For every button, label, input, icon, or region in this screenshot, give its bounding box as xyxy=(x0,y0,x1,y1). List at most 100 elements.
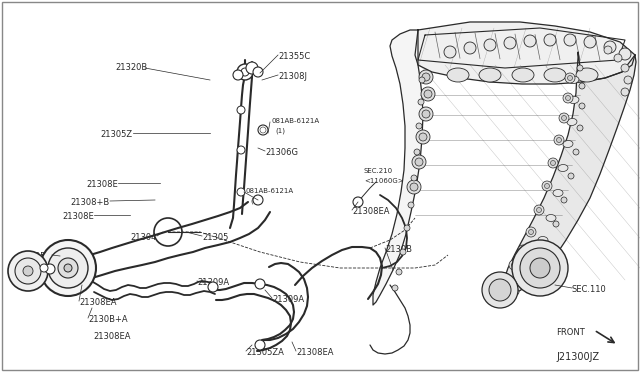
Circle shape xyxy=(404,225,410,231)
Circle shape xyxy=(40,264,48,272)
Text: 21308EA: 21308EA xyxy=(296,348,333,357)
Circle shape xyxy=(258,125,268,135)
Text: 21320B: 21320B xyxy=(116,63,148,72)
Circle shape xyxy=(561,197,567,203)
Circle shape xyxy=(415,158,423,166)
Circle shape xyxy=(464,42,476,54)
Circle shape xyxy=(553,221,559,227)
Text: 081AB-6121A: 081AB-6121A xyxy=(271,118,319,124)
Circle shape xyxy=(561,115,566,121)
Text: 21305D: 21305D xyxy=(19,252,52,261)
Circle shape xyxy=(48,248,88,288)
Circle shape xyxy=(40,240,96,296)
Text: J21300JZ: J21300JZ xyxy=(556,352,599,362)
Circle shape xyxy=(64,264,72,272)
Circle shape xyxy=(400,249,406,255)
Text: 21308+B: 21308+B xyxy=(71,198,110,207)
Text: 21308EA: 21308EA xyxy=(352,207,390,216)
Circle shape xyxy=(604,46,612,54)
Circle shape xyxy=(412,155,426,169)
Circle shape xyxy=(621,64,629,72)
Circle shape xyxy=(419,70,433,84)
Circle shape xyxy=(424,90,432,98)
Circle shape xyxy=(392,285,398,291)
Text: (1): (1) xyxy=(275,128,285,135)
Circle shape xyxy=(237,146,245,154)
Polygon shape xyxy=(504,52,636,295)
Ellipse shape xyxy=(558,164,568,171)
Text: SEC.110: SEC.110 xyxy=(572,285,607,294)
Circle shape xyxy=(444,46,456,58)
Circle shape xyxy=(545,183,550,189)
Text: R: R xyxy=(261,128,265,132)
Text: 21305Z: 21305Z xyxy=(101,130,133,139)
Circle shape xyxy=(557,138,561,142)
Circle shape xyxy=(573,149,579,155)
Circle shape xyxy=(565,73,575,83)
Circle shape xyxy=(419,107,433,121)
Circle shape xyxy=(58,258,78,278)
Circle shape xyxy=(554,135,564,145)
Circle shape xyxy=(489,279,511,301)
Circle shape xyxy=(568,173,574,179)
Circle shape xyxy=(407,180,421,194)
Ellipse shape xyxy=(569,76,579,84)
Circle shape xyxy=(237,188,245,196)
Circle shape xyxy=(568,76,573,80)
Text: SEC.210: SEC.210 xyxy=(364,168,393,174)
Circle shape xyxy=(518,245,528,255)
Circle shape xyxy=(520,248,560,288)
Ellipse shape xyxy=(512,68,534,82)
Text: 21308J: 21308J xyxy=(278,72,307,81)
Circle shape xyxy=(619,48,631,60)
Text: 21304: 21304 xyxy=(131,233,157,242)
Polygon shape xyxy=(373,30,423,305)
Circle shape xyxy=(237,106,245,114)
Circle shape xyxy=(621,88,629,96)
Circle shape xyxy=(577,65,583,71)
Circle shape xyxy=(536,208,541,212)
Circle shape xyxy=(579,83,585,89)
Ellipse shape xyxy=(508,286,518,294)
Text: 21308E: 21308E xyxy=(86,180,118,189)
Circle shape xyxy=(233,70,243,80)
Text: (1): (1) xyxy=(250,197,260,203)
Circle shape xyxy=(577,125,583,131)
Circle shape xyxy=(502,276,508,280)
Ellipse shape xyxy=(546,215,556,221)
Circle shape xyxy=(624,76,632,84)
Circle shape xyxy=(253,195,263,205)
Circle shape xyxy=(535,262,541,268)
Text: <11060G>: <11060G> xyxy=(364,178,404,184)
Text: 21305: 21305 xyxy=(202,233,228,242)
Circle shape xyxy=(353,197,363,207)
Circle shape xyxy=(418,99,424,105)
Text: (15208): (15208) xyxy=(14,276,42,282)
Text: 21306G: 21306G xyxy=(265,148,298,157)
Polygon shape xyxy=(415,22,635,84)
Text: SEC.150: SEC.150 xyxy=(14,266,43,272)
Circle shape xyxy=(530,258,550,278)
Circle shape xyxy=(422,110,430,118)
Circle shape xyxy=(408,202,414,208)
Circle shape xyxy=(529,230,534,234)
Circle shape xyxy=(419,77,425,83)
Circle shape xyxy=(411,175,417,181)
Circle shape xyxy=(253,67,263,77)
Circle shape xyxy=(512,240,568,296)
Ellipse shape xyxy=(447,68,469,82)
Circle shape xyxy=(559,113,569,123)
Circle shape xyxy=(482,272,518,308)
Circle shape xyxy=(421,87,435,101)
Text: 21355C: 21355C xyxy=(278,52,310,61)
Circle shape xyxy=(550,160,556,166)
Circle shape xyxy=(246,62,258,74)
Text: R: R xyxy=(256,198,260,202)
Circle shape xyxy=(500,273,510,283)
Circle shape xyxy=(255,340,265,350)
Circle shape xyxy=(23,266,33,276)
Circle shape xyxy=(509,260,519,270)
Circle shape xyxy=(524,279,530,285)
Text: 21305ZA: 21305ZA xyxy=(246,348,284,357)
Ellipse shape xyxy=(553,189,563,196)
